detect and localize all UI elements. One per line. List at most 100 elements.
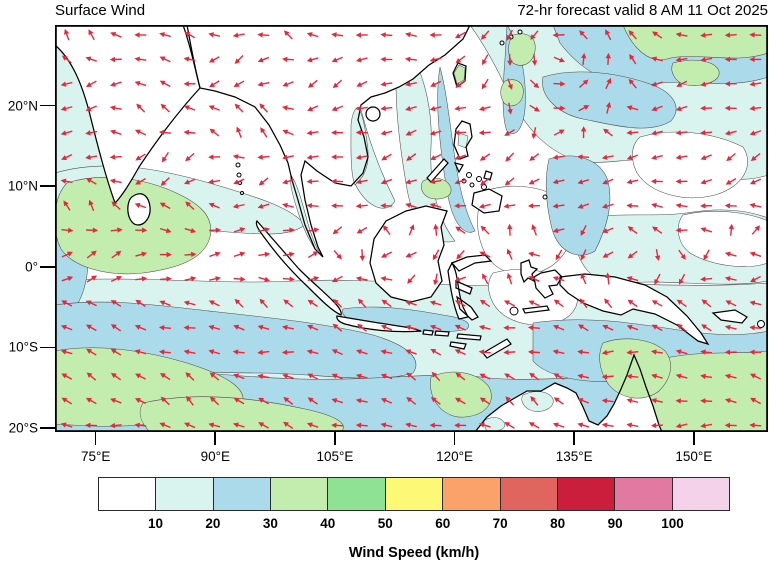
wind-arrow bbox=[185, 372, 195, 381]
wind-arrow bbox=[332, 79, 343, 89]
wind-arrow bbox=[601, 374, 614, 380]
wind-arrow bbox=[749, 373, 762, 380]
wind-arrow bbox=[700, 422, 713, 429]
wind-arrow bbox=[480, 225, 490, 235]
wind-arrow bbox=[183, 129, 196, 136]
wind-arrow bbox=[282, 373, 294, 379]
wind-arrow bbox=[160, 396, 170, 406]
wind-arrow bbox=[601, 154, 614, 160]
wind-arrow bbox=[675, 130, 688, 136]
wind-arrow bbox=[356, 80, 368, 87]
wind-arrow bbox=[281, 56, 294, 62]
wind-arrow bbox=[282, 129, 294, 136]
colorbar-tick-label: 100 bbox=[661, 516, 684, 531]
wind-arrow bbox=[306, 154, 319, 160]
lon-tick-label: 105°E bbox=[316, 449, 354, 464]
wind-arrow bbox=[627, 299, 638, 308]
wind-arrow bbox=[356, 349, 368, 355]
wind-arrow bbox=[232, 32, 245, 38]
wind-arrow bbox=[430, 397, 441, 405]
forecast-validity-title: 72-hr forecast valid 8 AM 11 Oct 2025 bbox=[517, 2, 768, 19]
wind-arrow bbox=[724, 324, 737, 331]
wind-arrow bbox=[60, 105, 73, 112]
wind-arrow bbox=[504, 177, 515, 186]
wind-arrow bbox=[331, 373, 343, 380]
wind-arrow bbox=[749, 202, 762, 209]
wind-arrow bbox=[380, 398, 393, 404]
wind-arrow bbox=[208, 349, 221, 355]
wind-arrow bbox=[331, 56, 343, 63]
wind-arrow bbox=[306, 57, 319, 63]
wind-arrow bbox=[159, 276, 172, 282]
wind-arrow bbox=[85, 300, 97, 307]
wind-arrow bbox=[454, 276, 467, 282]
wind-arrow bbox=[530, 395, 539, 406]
wind-arrow bbox=[281, 349, 294, 355]
wind-arrow bbox=[183, 56, 196, 62]
wind-arrow bbox=[186, 395, 194, 406]
wind-arrow bbox=[430, 80, 442, 87]
wind-arrow bbox=[233, 397, 245, 405]
wind-arrow bbox=[232, 154, 245, 160]
wind-arrow bbox=[652, 226, 663, 234]
wind-arrow bbox=[86, 275, 98, 283]
wind-arrow bbox=[159, 300, 171, 307]
wind-arrow bbox=[381, 299, 392, 308]
wind-arrow bbox=[675, 178, 688, 185]
wind-arrow bbox=[306, 422, 319, 428]
wind-arrow bbox=[257, 203, 270, 209]
wind-arrow bbox=[355, 373, 368, 379]
colorbar-tick-label: 50 bbox=[377, 516, 393, 531]
wind-arrow bbox=[355, 398, 368, 404]
wind-arrow bbox=[110, 348, 122, 356]
wind-arrow bbox=[356, 226, 368, 234]
wind-arrow bbox=[700, 129, 713, 136]
wind-arrow bbox=[405, 324, 417, 331]
wind-arrow bbox=[528, 422, 540, 429]
wind-arrow bbox=[282, 276, 295, 282]
wind-arrow bbox=[60, 349, 73, 355]
wind-arrow bbox=[60, 178, 73, 184]
wind-arrow bbox=[507, 223, 513, 236]
wind-arrow bbox=[283, 396, 294, 405]
wind-arrow bbox=[578, 324, 589, 332]
lon-tick bbox=[453, 432, 456, 445]
wind-arrow bbox=[676, 323, 687, 332]
wind-arrow bbox=[257, 349, 270, 356]
wind-arrow bbox=[454, 349, 466, 356]
wind-arrow bbox=[429, 32, 442, 38]
wind-arrow bbox=[159, 251, 172, 258]
wind-arrow bbox=[652, 31, 663, 39]
wind-arrow bbox=[651, 154, 663, 160]
wind-arrow bbox=[159, 422, 171, 429]
wind-arrow bbox=[86, 227, 99, 233]
wind-arrow bbox=[479, 251, 491, 258]
wind-arrow bbox=[85, 80, 97, 88]
lat-tick bbox=[40, 266, 55, 268]
colorbar-tick-label: 90 bbox=[607, 516, 623, 531]
map-frame bbox=[55, 25, 768, 432]
wind-arrow bbox=[208, 178, 221, 185]
wind-arrow bbox=[504, 373, 515, 380]
wind-arrow bbox=[651, 130, 663, 136]
wind-arrow bbox=[208, 105, 220, 111]
wind-arrow bbox=[307, 397, 318, 405]
wind-arrow bbox=[380, 373, 393, 380]
wind-arrow bbox=[110, 398, 122, 404]
wind-arrow bbox=[552, 276, 565, 282]
wind-arrow bbox=[183, 349, 196, 355]
wind-arrow bbox=[749, 422, 762, 428]
wind-arrow bbox=[580, 249, 587, 261]
wind-arrow bbox=[185, 152, 195, 162]
wind-arrow bbox=[159, 227, 172, 234]
wind-arrow bbox=[700, 56, 713, 63]
wind-arrow bbox=[675, 154, 688, 160]
wind-arrow bbox=[433, 223, 439, 236]
wind-arrow bbox=[405, 129, 417, 136]
wind-arrow bbox=[552, 32, 565, 38]
wind-arrow bbox=[283, 299, 294, 308]
wind-arrow bbox=[700, 178, 713, 185]
colorbar-cell bbox=[212, 477, 272, 511]
wind-arrow bbox=[724, 422, 737, 429]
colorbar-cell bbox=[98, 477, 157, 511]
